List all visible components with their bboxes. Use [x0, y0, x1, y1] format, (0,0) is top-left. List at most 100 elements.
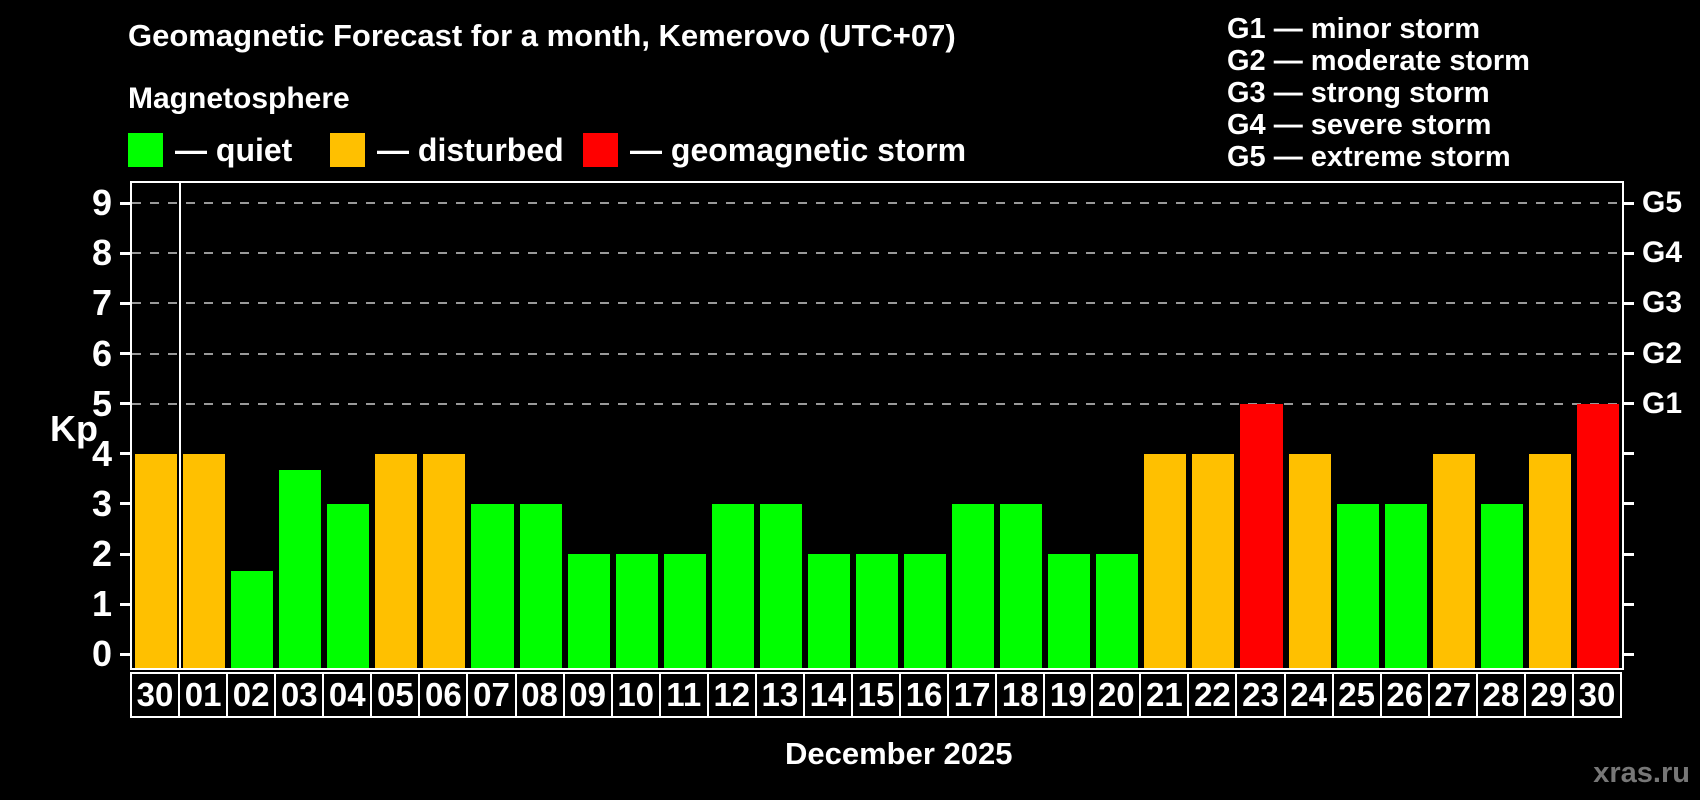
bar-day-30 — [1576, 403, 1619, 668]
bar-day-25 — [1336, 504, 1379, 668]
y-axis-tick-right-4 — [1624, 452, 1634, 456]
legend-item-quiet: — quiet — [128, 133, 292, 167]
x-axis-title: December 2025 — [785, 736, 1013, 771]
day-label-11: 11 — [658, 672, 709, 718]
y-axis-tick-left-7 — [120, 301, 130, 305]
y-axis-tick-right-3 — [1624, 502, 1634, 506]
gridline-kp-5 — [132, 402, 1622, 405]
g-legend-line-g2: G2 — moderate storm — [1227, 45, 1530, 77]
y-axis-label-4: 4 — [91, 432, 112, 474]
y-axis-tick-left-0 — [120, 652, 130, 656]
day-label-06: 06 — [418, 672, 469, 718]
right-axis-label-g3: G3 — [1642, 286, 1683, 320]
day-label-03: 03 — [274, 672, 325, 718]
bar-day-17 — [952, 504, 995, 668]
day-label-07: 07 — [466, 672, 517, 718]
g-legend-line-g4: G4 — severe storm — [1227, 109, 1492, 141]
y-axis-label-1: 1 — [91, 583, 112, 625]
bar-day-26 — [1384, 504, 1427, 668]
g-legend-line-g1: G1 — minor storm — [1227, 13, 1480, 45]
y-axis-label-9: 9 — [91, 182, 112, 224]
y-axis-tick-left-5 — [120, 402, 130, 406]
bar-day-16 — [904, 554, 947, 668]
bar-day-27 — [1432, 453, 1475, 668]
storm-color-swatch — [583, 133, 618, 167]
bar-day-23 — [1240, 403, 1283, 668]
y-axis-label-8: 8 — [91, 232, 112, 274]
watermark: xras.ru — [1593, 757, 1690, 789]
day-label-18: 18 — [995, 672, 1046, 718]
bar-day-03 — [279, 470, 322, 668]
bar-day-20 — [1096, 554, 1139, 668]
day-label-24: 24 — [1283, 672, 1334, 718]
y-axis-tick-right-2 — [1624, 552, 1634, 556]
bar-day-29 — [1528, 453, 1571, 668]
bar-day-14 — [807, 554, 850, 668]
month-separator-line — [179, 183, 182, 668]
y-axis-title: Kp — [50, 408, 98, 449]
day-label-02: 02 — [226, 672, 277, 718]
bar-day-24 — [1288, 453, 1331, 668]
legend-label-quiet: — quiet — [175, 132, 293, 168]
day-label-08: 08 — [514, 672, 565, 718]
legend-label-storm: — geomagnetic storm — [630, 132, 967, 168]
day-label-17: 17 — [947, 672, 998, 718]
right-axis-label-g5: G5 — [1642, 186, 1683, 220]
bar-day-10 — [615, 554, 658, 668]
y-axis-label-5: 5 — [91, 382, 112, 424]
bar-day-12 — [711, 504, 754, 668]
y-axis-label-6: 6 — [91, 332, 112, 374]
right-axis-label-g4: G4 — [1642, 236, 1683, 270]
y-axis-tick-right-0 — [1624, 652, 1634, 656]
gridline-kp-9 — [132, 202, 1622, 205]
y-axis-tick-right-1 — [1624, 602, 1634, 606]
day-label-prev-30: 30 — [130, 672, 181, 718]
y-axis-tick-right-7 — [1624, 301, 1634, 305]
y-axis-tick-left-6 — [120, 352, 130, 356]
y-axis-label-3: 3 — [91, 482, 112, 524]
disturbed-color-swatch — [330, 133, 365, 167]
plot-area — [130, 181, 1624, 670]
bar-day-09 — [567, 554, 610, 668]
magnetosphere-label: Magnetosphere — [128, 82, 350, 115]
legend-item-storm: — geomagnetic storm — [583, 133, 966, 167]
bar-day-05 — [375, 453, 418, 668]
bar-day-11 — [663, 554, 706, 668]
y-axis-label-2: 2 — [91, 533, 112, 575]
day-label-30: 30 — [1571, 672, 1622, 718]
day-label-12: 12 — [706, 672, 757, 718]
day-label-01: 01 — [178, 672, 229, 718]
bar-day-19 — [1048, 554, 1091, 668]
bar-day-15 — [855, 554, 899, 668]
day-label-05: 05 — [370, 672, 421, 718]
day-label-10: 10 — [610, 672, 661, 718]
y-axis-tick-right-5 — [1624, 402, 1634, 406]
day-label-09: 09 — [562, 672, 613, 718]
day-label-16: 16 — [899, 672, 950, 718]
y-axis-tick-right-9 — [1624, 201, 1634, 205]
x-axis-day-labels: 30 01 02 03 04 05 06 07 08 09 10 11 12 13 14 15 16 17 18 19… — [130, 672, 1624, 718]
day-label-27: 27 — [1427, 672, 1478, 718]
y-axis-label-0: 0 — [91, 633, 112, 675]
chart-title: Geomagnetic Forecast for a month, Kemero… — [128, 18, 956, 53]
bar-day-21 — [1144, 453, 1187, 668]
bar-day-01 — [183, 453, 226, 668]
bar-day-02 — [231, 570, 274, 668]
day-label-29: 29 — [1523, 672, 1574, 718]
bar-day-22 — [1192, 453, 1235, 668]
y-axis-tick-left-9 — [120, 201, 130, 205]
y-axis-tick-right-8 — [1624, 251, 1634, 255]
day-label-23: 23 — [1235, 672, 1286, 718]
day-label-04: 04 — [322, 672, 373, 718]
right-axis-label-g1: G1 — [1642, 386, 1683, 420]
y-axis-tick-left-3 — [120, 502, 130, 506]
bar-day-28 — [1480, 504, 1523, 668]
day-label-20: 20 — [1091, 672, 1142, 718]
y-axis-tick-left-1 — [120, 602, 130, 606]
bar-day-07 — [471, 504, 514, 668]
gridline-kp-8 — [132, 252, 1622, 255]
day-label-19: 19 — [1043, 672, 1094, 718]
day-label-25: 25 — [1331, 672, 1382, 718]
day-label-14: 14 — [802, 672, 853, 718]
